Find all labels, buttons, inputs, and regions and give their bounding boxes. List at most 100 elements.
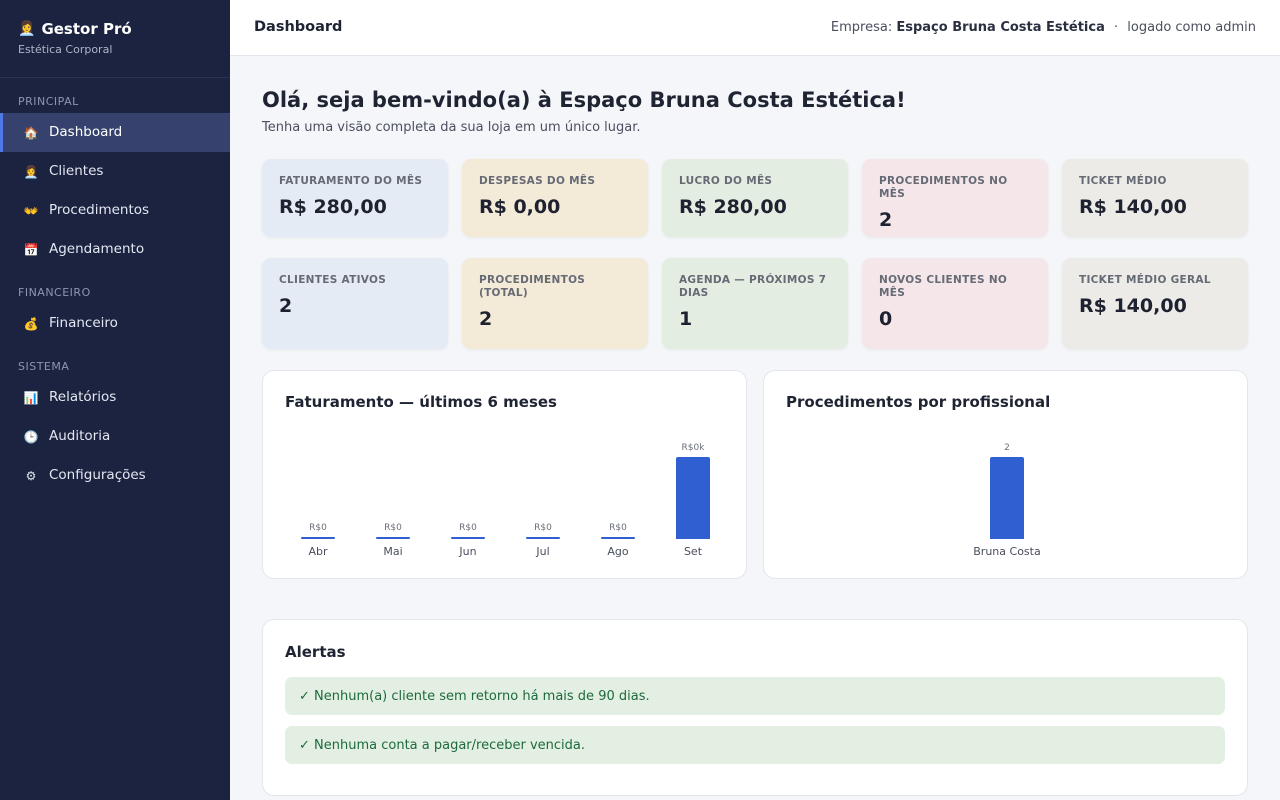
sidebar: 👩‍💼 Gestor Pró Estética Corporal PRINCIP… xyxy=(0,0,230,800)
company-prefix: Empresa: xyxy=(830,20,893,35)
stat-label: LUCRO DO MÊS xyxy=(679,175,773,187)
stat-card-novos-clientes-mes: NOVOS CLIENTES NO MÊS 0 xyxy=(862,258,1048,349)
stat-label: PROCEDIMENTOS NO MÊS xyxy=(879,175,1008,201)
stat-label: PROCEDIMENTOS (TOTAL) xyxy=(479,274,586,300)
stat-label: CLIENTES ATIVOS xyxy=(279,274,387,286)
clock-icon: 🕒 xyxy=(23,429,39,444)
chart-category-label: Jul xyxy=(536,545,550,558)
chart-category-label: Set xyxy=(683,545,703,558)
stat-label: TICKET MÉDIO xyxy=(1079,175,1167,187)
chart-data-label: R$0 xyxy=(309,523,327,533)
alerts-title: Alertas xyxy=(285,643,346,661)
sidebar-item-financeiro[interactable]: 💰 Financeiro xyxy=(0,304,230,343)
brand-title: 👩‍💼 Gestor Pró xyxy=(18,20,212,38)
stat-value: R$ 0,00 xyxy=(479,196,561,219)
chart-bar xyxy=(601,537,635,539)
chart-data-label: R$0 xyxy=(384,523,402,533)
nav-section-principal: PRINCIPAL xyxy=(18,95,79,108)
chart-category-label: Mai xyxy=(383,545,403,558)
sidebar-item-configuracoes[interactable]: ⚙ Configurações xyxy=(0,456,230,495)
stat-card-lucro-mes: LUCRO DO MÊS R$ 280,00 xyxy=(662,159,848,237)
alerts-panel: Alertas ✓ Nenhum(a) cliente sem retorno … xyxy=(262,619,1248,796)
chart-data-label: R$0k xyxy=(681,443,705,453)
chart-category-label: Jun xyxy=(459,545,477,558)
stat-value: R$ 280,00 xyxy=(279,196,387,219)
chart-data-label: R$0 xyxy=(609,523,627,533)
stat-card-procedimentos-total: PROCEDIMENTOS (TOTAL) 2 xyxy=(462,258,648,349)
alert-item: ✓ Nenhuma conta a pagar/receber vencida. xyxy=(285,726,1225,764)
stat-label: TICKET MÉDIO GERAL xyxy=(1079,274,1211,286)
clients-icon: 👩‍💼 xyxy=(23,164,39,179)
nav-section-financeiro: FINANCEIRO xyxy=(18,286,91,299)
sidebar-item-label: Procedimentos xyxy=(49,201,150,218)
stat-value: 2 xyxy=(479,308,493,331)
stat-label: FATURAMENTO DO MÊS xyxy=(279,175,423,187)
welcome-subtitle: Tenha uma visão completa da sua loja em … xyxy=(262,120,641,135)
chart-bar xyxy=(990,457,1024,539)
stat-value: R$ 280,00 xyxy=(679,196,787,219)
chart-category-label: Abr xyxy=(308,545,328,558)
brand: 👩‍💼 Gestor Pró Estética Corporal xyxy=(0,0,230,78)
brand-name: Gestor Pró xyxy=(41,20,132,38)
chart-bar xyxy=(526,537,560,539)
stat-card-faturamento-mes: FATURAMENTO DO MÊS R$ 280,00 xyxy=(262,159,448,237)
sidebar-item-relatorios[interactable]: 📊 Relatórios xyxy=(0,378,230,417)
sidebar-item-auditoria[interactable]: 🕒 Auditoria xyxy=(0,417,230,456)
chart-bar xyxy=(376,537,410,539)
stat-value: 1 xyxy=(679,308,693,331)
stat-value: 2 xyxy=(279,295,293,318)
sidebar-item-label: Agendamento xyxy=(49,240,145,257)
chart-category-label: Ago xyxy=(607,545,629,558)
procedures-icon: 👐 xyxy=(23,203,39,218)
chart-data-label: 2 xyxy=(1004,443,1010,453)
bar-chart-icon: 📊 xyxy=(23,390,39,405)
stat-label: AGENDA — PRÓXIMOS 7 DIAS xyxy=(679,274,827,300)
welcome-title: Olá, seja bem-vindo(a) à Espaço Bruna Co… xyxy=(262,88,906,112)
stat-value: 2 xyxy=(879,209,893,232)
stat-card-agenda-proximos-7-dias: AGENDA — PRÓXIMOS 7 DIAS 1 xyxy=(662,258,848,349)
procedures-chart-panel: Procedimentos por profissional 2 Bruna Co… xyxy=(763,370,1248,579)
home-icon: 🏠 xyxy=(23,125,39,140)
stat-card-clientes-ativos: CLIENTES ATIVOS 2 xyxy=(262,258,448,349)
sidebar-item-clientes[interactable]: 👩‍💼 Clientes xyxy=(0,152,230,191)
money-bag-icon: 💰 xyxy=(23,316,39,331)
stat-label: DESPESAS DO MÊS xyxy=(479,175,596,187)
stat-value: R$ 140,00 xyxy=(1079,295,1187,318)
sidebar-item-dashboard[interactable]: 🏠 Dashboard xyxy=(0,113,230,152)
sidebar-item-label: Auditoria xyxy=(49,427,111,444)
stat-value: 0 xyxy=(879,308,893,331)
sidebar-item-label: Dashboard xyxy=(49,123,123,140)
chart-category-label: Bruna Costa xyxy=(973,545,1041,558)
sidebar-item-label: Financeiro xyxy=(49,314,118,331)
chart-bar xyxy=(451,537,485,539)
company-name: Espaço Bruna Costa Estética xyxy=(896,20,1105,35)
sidebar-item-label: Relatórios xyxy=(49,388,117,405)
topbar-company-info: Empresa: Espaço Bruna Costa Estética · l… xyxy=(831,20,1256,35)
chart-bar xyxy=(676,457,710,539)
revenue-bar-chart: R$0 Abr R$0 Mai R$0 Jun R$0 Jul R$0 Ago R$0k Set xyxy=(263,371,748,580)
revenue-chart-title: Faturamento — últimos 6 meses xyxy=(285,393,557,411)
stat-card-procedimentos-mes: PROCEDIMENTOS NO MÊS 2 xyxy=(862,159,1048,237)
page-title: Dashboard xyxy=(254,19,343,35)
brand-logo-icon: 👩‍💼 xyxy=(18,21,36,37)
revenue-chart-panel: Faturamento — últimos 6 meses R$0 Abr R$0 M… xyxy=(262,370,747,579)
stat-label: NOVOS CLIENTES NO MÊS xyxy=(879,274,1008,300)
chart-bar xyxy=(301,537,335,539)
logged-user: logado como admin xyxy=(1127,20,1256,35)
brand-subtitle: Estética Corporal xyxy=(18,43,113,56)
stat-card-despesas-mes: DESPESAS DO MÊS R$ 0,00 xyxy=(462,159,648,237)
calendar-icon: 📅 xyxy=(23,242,39,257)
chart-data-label: R$0 xyxy=(534,523,552,533)
sidebar-item-procedimentos[interactable]: 👐 Procedimentos xyxy=(0,191,230,230)
topbar-separator: · xyxy=(1114,20,1119,35)
stat-card-ticket-medio: TICKET MÉDIO R$ 140,00 xyxy=(1062,159,1248,237)
gear-icon: ⚙ xyxy=(25,468,37,483)
sidebar-item-label: Clientes xyxy=(49,162,104,179)
stat-card-ticket-medio-geral: TICKET MÉDIO GERAL R$ 140,00 xyxy=(1062,258,1248,349)
nav-section-sistema: SISTEMA xyxy=(18,360,70,373)
procedures-bar-chart: 2 Bruna Costa xyxy=(764,371,1249,580)
sidebar-item-agendamento[interactable]: 📅 Agendamento xyxy=(0,230,230,269)
alert-item: ✓ Nenhum(a) cliente sem retorno há mais … xyxy=(285,677,1225,715)
chart-data-label: R$0 xyxy=(459,523,477,533)
topbar: Dashboard Empresa: Espaço Bruna Costa Es… xyxy=(230,0,1280,56)
